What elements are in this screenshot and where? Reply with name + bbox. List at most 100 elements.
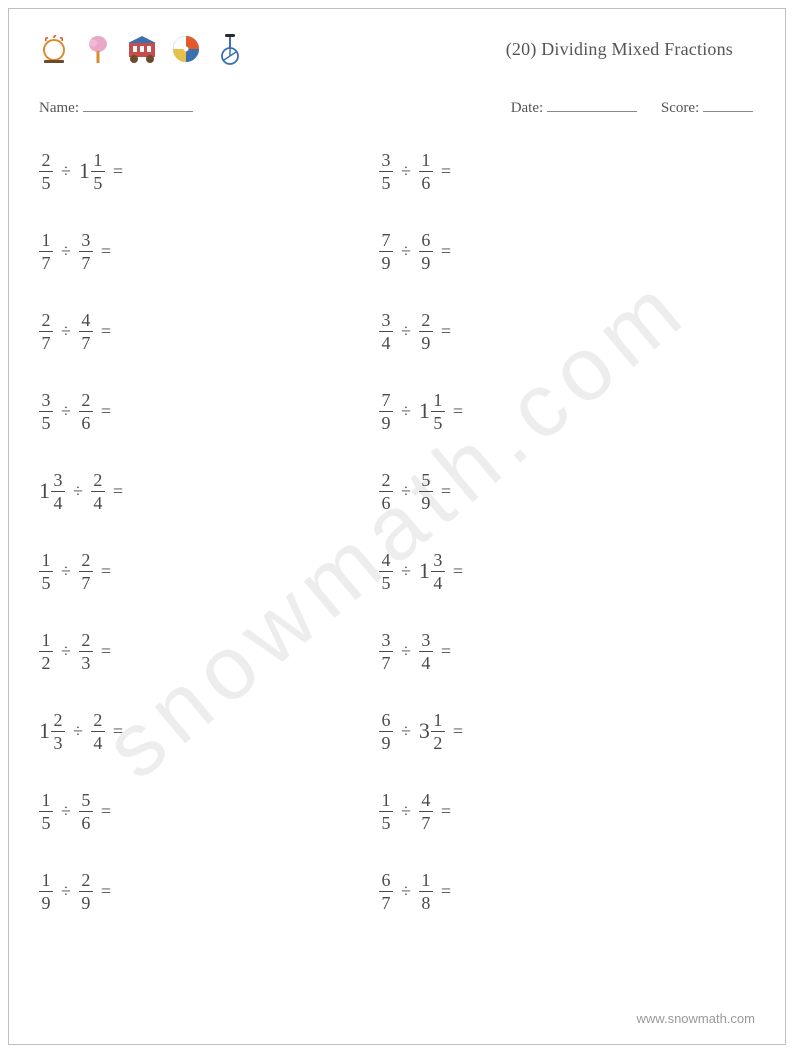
fraction: 17 (39, 231, 53, 272)
division-sign: ÷ (61, 882, 71, 900)
mixed-fraction: 123 (39, 711, 65, 752)
denominator: 4 (380, 334, 393, 352)
denominator: 6 (380, 494, 393, 512)
fraction: 23 (51, 711, 65, 752)
equals-sign: = (101, 882, 111, 900)
denominator: 9 (40, 894, 53, 912)
denominator: 7 (40, 334, 53, 352)
division-sign: ÷ (73, 482, 83, 500)
denominator: 4 (431, 574, 444, 592)
mixed-fraction: 37 (79, 231, 93, 272)
icon-strip (37, 32, 247, 66)
numerator: 2 (79, 391, 92, 409)
fraction: 15 (91, 151, 105, 192)
fraction-bar (79, 891, 93, 892)
mixed-fraction: 47 (419, 791, 433, 832)
denominator: 5 (40, 574, 53, 592)
date-label: Date: (511, 100, 543, 116)
division-sign: ÷ (401, 402, 411, 420)
denominator: 9 (380, 414, 393, 432)
problem: 12÷23= (39, 625, 379, 677)
equals-sign: = (441, 642, 451, 660)
problem: 45÷134= (379, 545, 719, 597)
problem: 26÷59= (379, 465, 719, 517)
header-row: (20) Dividing Mixed Fractions (37, 27, 757, 71)
division-sign: ÷ (61, 242, 71, 260)
fraction: 16 (419, 151, 433, 192)
equals-sign: = (453, 722, 463, 740)
fraction: 37 (379, 631, 393, 672)
fraction: 37 (79, 231, 93, 272)
mixed-fraction: 37 (379, 631, 393, 672)
equals-sign: = (441, 802, 451, 820)
fraction: 47 (79, 311, 93, 352)
equals-sign: = (113, 722, 123, 740)
mixed-fraction: 115 (79, 151, 105, 192)
equals-sign: = (101, 322, 111, 340)
numerator: 1 (40, 871, 53, 889)
problem: 15÷27= (39, 545, 379, 597)
division-sign: ÷ (401, 722, 411, 740)
score-blank[interactable] (703, 97, 753, 112)
fraction-bar (91, 731, 105, 732)
numerator: 2 (91, 711, 104, 729)
division-sign: ÷ (401, 242, 411, 260)
numerator: 6 (419, 231, 432, 249)
mixed-fraction: 24 (91, 711, 105, 752)
denominator: 5 (40, 174, 53, 192)
fraction-bar (39, 811, 53, 812)
mixed-fraction: 27 (79, 551, 93, 592)
numerator: 1 (431, 711, 444, 729)
fraction: 29 (79, 871, 93, 912)
fraction: 47 (419, 791, 433, 832)
whole-part: 1 (39, 480, 50, 502)
mixed-fraction: 47 (79, 311, 93, 352)
division-sign: ÷ (401, 482, 411, 500)
cotton-candy-icon (81, 32, 115, 66)
fraction-bar (51, 731, 65, 732)
fraction: 34 (431, 551, 445, 592)
fire-ring-icon (37, 32, 71, 66)
problem: 69÷312= (379, 705, 719, 757)
problem: 79÷69= (379, 225, 719, 277)
mixed-fraction: 56 (79, 791, 93, 832)
denominator: 7 (380, 654, 393, 672)
numerator: 1 (40, 631, 53, 649)
fraction-bar (39, 331, 53, 332)
fraction-bar (379, 331, 393, 332)
fraction-bar (419, 891, 433, 892)
denominator: 4 (91, 734, 104, 752)
numerator: 3 (380, 151, 393, 169)
mixed-fraction: 17 (39, 231, 53, 272)
equals-sign: = (441, 322, 451, 340)
fraction: 29 (419, 311, 433, 352)
beach-ball-icon (169, 32, 203, 66)
fraction-bar (79, 571, 93, 572)
numerator: 3 (79, 231, 92, 249)
equals-sign: = (441, 242, 451, 260)
fraction-bar (379, 811, 393, 812)
unicycle-icon (213, 32, 247, 66)
name-blank[interactable] (83, 97, 193, 112)
fraction-bar (431, 571, 445, 572)
whole-part: 1 (79, 160, 90, 182)
numerator: 6 (380, 711, 393, 729)
fraction-bar (91, 171, 105, 172)
equals-sign: = (441, 882, 451, 900)
date-blank[interactable] (547, 97, 637, 112)
division-sign: ÷ (61, 162, 71, 180)
fraction: 23 (79, 631, 93, 672)
denominator: 7 (380, 894, 393, 912)
denominator: 4 (419, 654, 432, 672)
denominator: 6 (79, 814, 92, 832)
mixed-fraction: 16 (419, 151, 433, 192)
problem: 1 9 ÷ 29 = (39, 865, 379, 917)
mixed-fraction: 115 (419, 391, 445, 432)
mixed-fraction: 312 (419, 711, 445, 752)
denominator: 9 (419, 254, 432, 272)
numerator: 1 (40, 551, 53, 569)
fraction-bar (419, 171, 433, 172)
numerator: 2 (52, 711, 65, 729)
denominator: 5 (40, 814, 53, 832)
worksheet-title: (20) Dividing Mixed Fractions (506, 39, 757, 60)
